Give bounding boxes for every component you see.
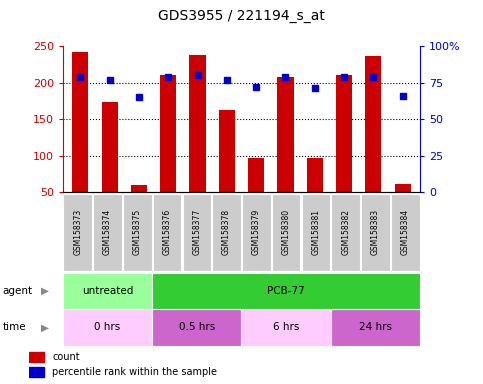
Text: time: time xyxy=(2,322,26,333)
Bar xyxy=(152,273,420,309)
Bar xyxy=(277,78,294,192)
Text: GSM158381: GSM158381 xyxy=(312,209,320,255)
Text: agent: agent xyxy=(2,286,32,296)
Bar xyxy=(63,309,152,346)
Text: 6 hrs: 6 hrs xyxy=(273,322,299,333)
Text: 24 hrs: 24 hrs xyxy=(359,322,392,333)
Bar xyxy=(219,110,235,192)
Bar xyxy=(391,194,420,271)
Bar xyxy=(242,194,270,271)
Text: GSM158384: GSM158384 xyxy=(401,209,410,255)
Text: GSM158377: GSM158377 xyxy=(192,209,201,255)
Text: GSM158383: GSM158383 xyxy=(371,209,380,255)
Bar xyxy=(123,194,152,271)
Bar xyxy=(101,101,118,192)
Text: GSM158382: GSM158382 xyxy=(341,209,350,255)
Text: GSM158376: GSM158376 xyxy=(163,209,171,255)
Text: ▶: ▶ xyxy=(41,322,49,333)
Text: GSM158379: GSM158379 xyxy=(252,209,261,255)
Text: 0 hrs: 0 hrs xyxy=(94,322,121,333)
Bar xyxy=(153,194,181,271)
Bar xyxy=(63,273,152,309)
Text: count: count xyxy=(52,352,80,362)
Text: GSM158375: GSM158375 xyxy=(133,209,142,255)
Bar xyxy=(242,309,331,346)
Bar xyxy=(272,194,300,271)
Text: GSM158373: GSM158373 xyxy=(73,209,82,255)
Bar xyxy=(395,184,411,192)
Bar xyxy=(189,55,206,192)
Bar xyxy=(183,194,211,271)
Text: GSM158380: GSM158380 xyxy=(282,209,291,255)
Bar xyxy=(93,194,122,271)
Bar xyxy=(72,52,88,192)
Text: 0.5 hrs: 0.5 hrs xyxy=(179,322,215,333)
Bar xyxy=(365,56,382,192)
Bar xyxy=(336,75,352,192)
Text: GSM158374: GSM158374 xyxy=(103,209,112,255)
Bar xyxy=(131,185,147,192)
Bar xyxy=(152,309,242,346)
Text: ▶: ▶ xyxy=(41,286,49,296)
Text: PCB-77: PCB-77 xyxy=(267,286,305,296)
Bar xyxy=(29,367,44,377)
Text: GSM158378: GSM158378 xyxy=(222,209,231,255)
Text: percentile rank within the sample: percentile rank within the sample xyxy=(52,367,217,377)
Bar xyxy=(213,194,241,271)
Bar xyxy=(29,353,44,362)
Bar xyxy=(248,158,264,192)
Bar xyxy=(361,194,390,271)
Text: untreated: untreated xyxy=(82,286,133,296)
Bar xyxy=(160,75,176,192)
Text: GDS3955 / 221194_s_at: GDS3955 / 221194_s_at xyxy=(158,9,325,23)
Bar xyxy=(331,309,420,346)
Bar xyxy=(63,194,92,271)
Bar xyxy=(331,194,360,271)
Bar xyxy=(302,194,330,271)
Bar xyxy=(307,158,323,192)
